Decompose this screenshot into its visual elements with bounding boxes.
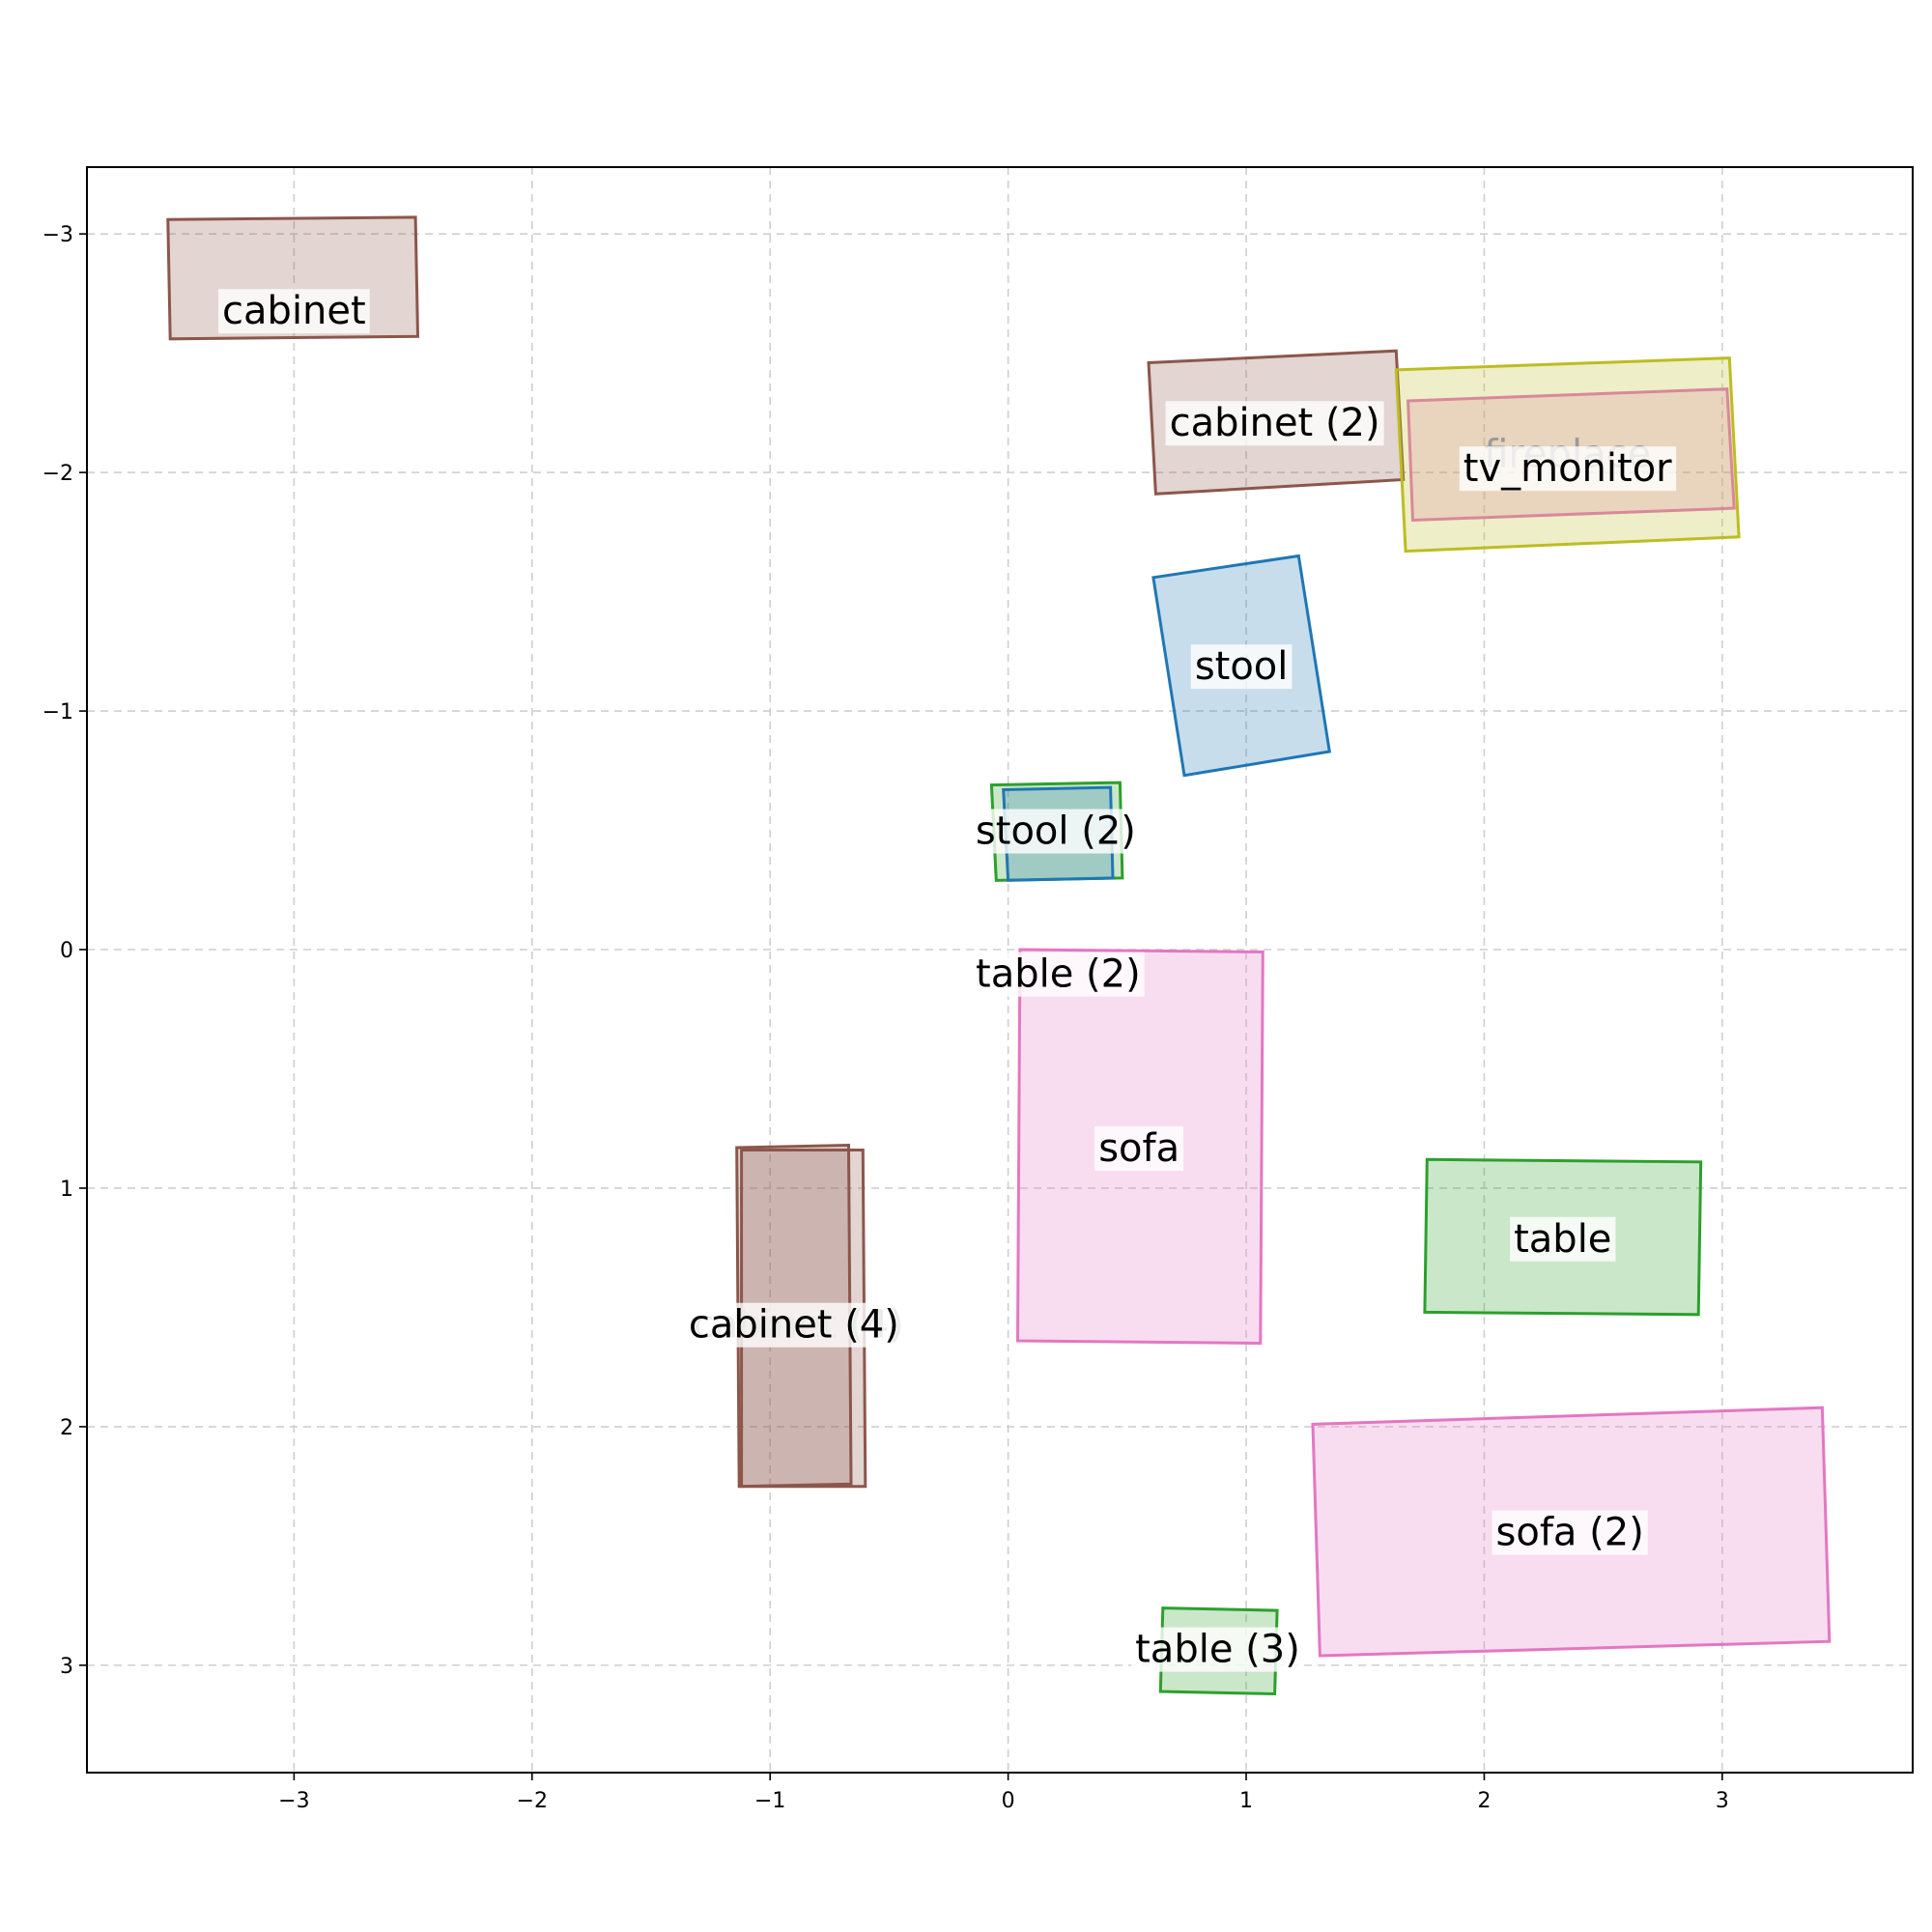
tv-monitor-label: tv_monitor (1463, 446, 1672, 491)
table-label: table (1514, 1217, 1611, 1262)
cabinet-label-bg (218, 289, 370, 334)
x-tick-label: 1 (1239, 1789, 1253, 1813)
sofa-label-group: sofa (1094, 1125, 1184, 1171)
table-label-group: table (1510, 1216, 1616, 1262)
table-label-bg (1510, 1216, 1616, 1262)
cabinet-4-label-group: cabinet (4) (684, 1302, 903, 1348)
stool-label: stool (1195, 644, 1289, 689)
x-tick-label: 0 (1002, 1789, 1015, 1813)
x-tick-label: 3 (1716, 1789, 1729, 1813)
x-tick-label: −1 (754, 1789, 785, 1813)
table-2-label-group: table (2) (972, 952, 1145, 997)
stool-label-group: stool (1190, 644, 1293, 690)
y-tick-label: −3 (43, 223, 73, 247)
table-2-label: table (2) (976, 952, 1141, 997)
cabinet-2-label: cabinet (2) (1170, 401, 1380, 445)
axes-frame (86, 166, 1914, 1774)
sofa-label: sofa (1098, 1126, 1179, 1171)
table-3-label-group: table (3) (1131, 1627, 1304, 1672)
y-tick-label: 3 (60, 1655, 73, 1679)
table-3-label: table (3) (1135, 1628, 1300, 1672)
sofa-2-label: sofa (2) (1496, 1511, 1644, 1555)
sofa-2-label-bg (1492, 1510, 1648, 1555)
cabinet-4-label-bg (684, 1302, 903, 1348)
stool-2-label: stool (2) (976, 810, 1136, 854)
table-3-label-bg (1131, 1627, 1304, 1672)
stool-2-label-bg (971, 809, 1140, 854)
stool-2-label-group: stool (2) (971, 809, 1140, 854)
y-tick-label: 1 (60, 1178, 73, 1202)
axis-ticks: −3 −2 −1 0 1 2 3 −3 −2 −1 0 1 2 3 (43, 223, 1729, 1813)
y-tick-label: 0 (60, 939, 73, 963)
x-tick-label: −2 (517, 1789, 548, 1813)
cabinet-label: cabinet (222, 289, 366, 333)
table-2-label-bg (972, 952, 1145, 997)
cabinet-2-label-bg (1165, 401, 1384, 446)
x-tick-label: 2 (1477, 1789, 1491, 1813)
sofa-2-label-group: sofa (2) (1492, 1510, 1648, 1555)
x-tick-label: −3 (278, 1789, 309, 1813)
tv-monitor-label-bg (1459, 446, 1677, 492)
y-tick-label: −1 (43, 700, 73, 724)
y-tick-label: 2 (60, 1416, 73, 1440)
y-tick-label: −2 (43, 462, 73, 486)
cabinet-4-label: cabinet (4) (689, 1303, 899, 1348)
tv-monitor-label-group: tv_monitor (1459, 446, 1677, 492)
cabinet-2-label-group: cabinet (2) (1165, 401, 1384, 446)
stool-label-bg (1190, 644, 1293, 690)
cabinet-label-group: cabinet (218, 289, 370, 334)
sofa-label-bg (1094, 1125, 1184, 1171)
